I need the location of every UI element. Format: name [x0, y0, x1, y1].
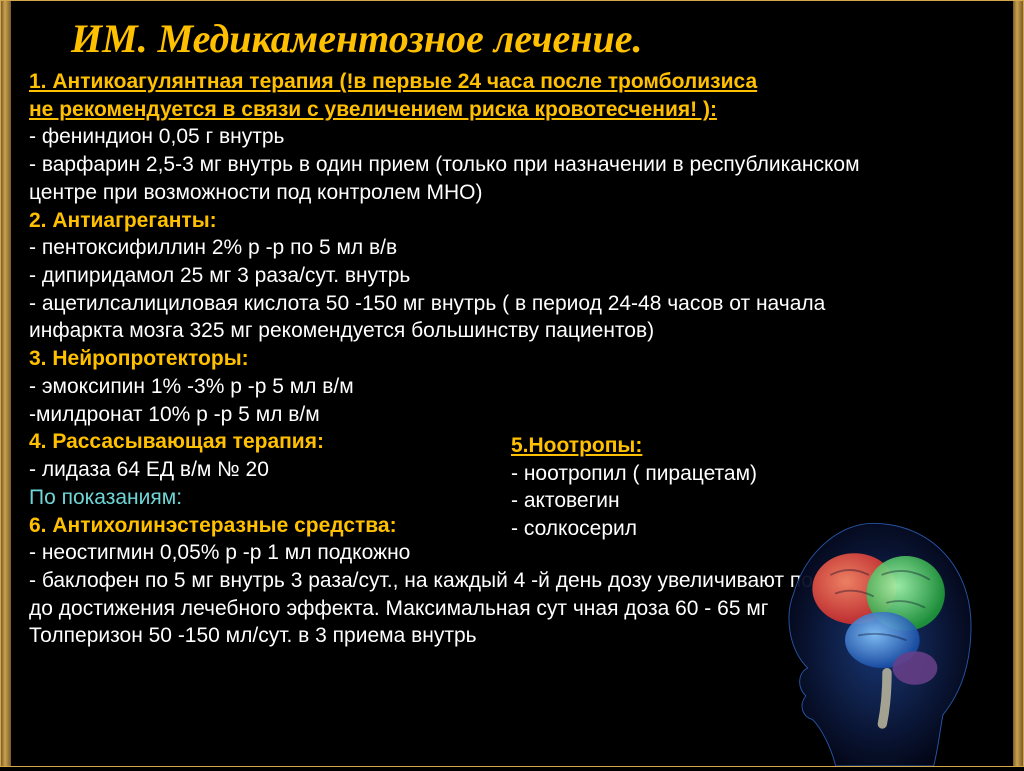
section3-item2: -милдронат 10% р -р 5 мл в/м — [29, 401, 995, 429]
section5-head: 5.Ноотропы: — [511, 432, 757, 460]
section5-item3: - солкосерил — [511, 515, 757, 543]
section1-head-line2: не рекомендуется в связи с увеличением р… — [29, 96, 995, 124]
section2-item3: - ацетилсалициловая кислота 50 -150 мг в… — [29, 290, 995, 318]
section5-block: 5.Ноотропы: - ноотропил ( пирацетам) - а… — [511, 432, 757, 543]
section3-item1: - эмоксипин 1% -3% р -р 5 мл в/м — [29, 373, 995, 401]
section2-head: 2. Антиагреганты: — [29, 207, 995, 235]
section5-item1: - ноотропил ( пирацетам) — [511, 460, 757, 488]
brain-illustration — [733, 486, 1013, 766]
section5-item2: - актовегин — [511, 487, 757, 515]
section1-item2: - варфарин 2,5-3 мг внутрь в один прием … — [29, 151, 995, 179]
section2-item1: - пентоксифиллин 2% р -р по 5 мл в/в — [29, 234, 995, 262]
section1-item3: центре при возможности под контролем МНО… — [29, 179, 995, 207]
section2-item2: - дипиридамол 25 мг 3 раза/сут. внутрь — [29, 262, 995, 290]
slide-title: ИМ. Медикаментозное лечение. — [1, 1, 1023, 68]
section1-head-line1: 1. Антикоагулянтная терапия (!в первые 2… — [29, 68, 995, 96]
section1-item1: - фениндион 0,05 г внутрь — [29, 123, 995, 151]
section3-head: 3. Нейропротекторы: — [29, 345, 995, 373]
section2-item4: инфаркта мозга 325 мг рекомендуется боль… — [29, 317, 995, 345]
